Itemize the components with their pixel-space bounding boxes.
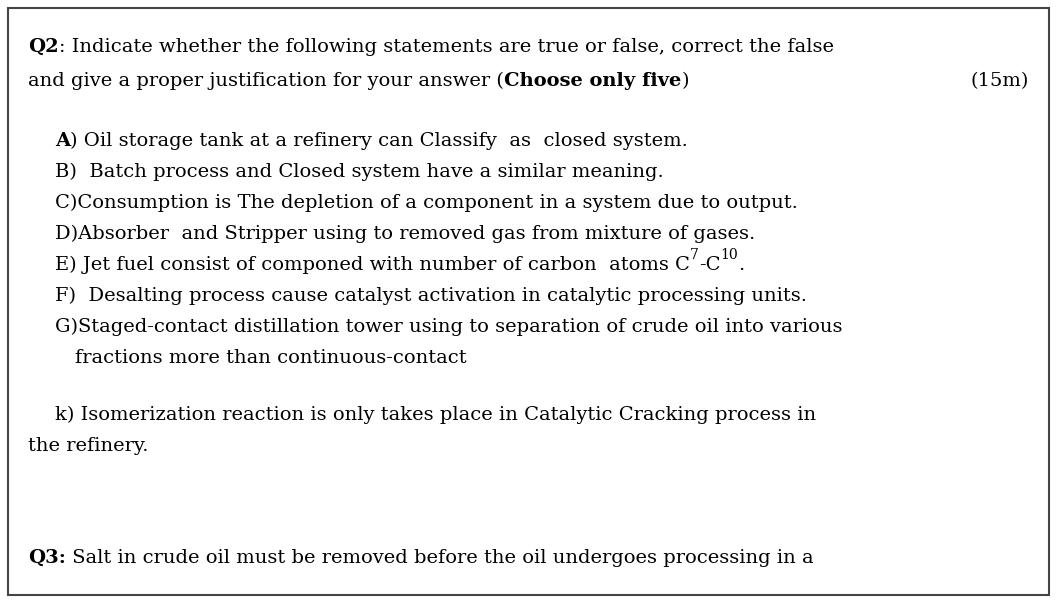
Text: Q3:: Q3: bbox=[27, 549, 66, 567]
Text: k) Isomerization reaction is only takes place in Catalytic Cracking process in: k) Isomerization reaction is only takes … bbox=[55, 406, 816, 425]
Text: E) Jet fuel consist of componed with number of carbon  atoms: E) Jet fuel consist of componed with num… bbox=[55, 256, 675, 274]
Text: D)Absorber  and Stripper using to removed gas from mixture of gases.: D)Absorber and Stripper using to removed… bbox=[55, 225, 756, 243]
Text: 10: 10 bbox=[721, 248, 738, 262]
Text: G)Staged-contact distillation tower using to separation of crude oil into variou: G)Staged-contact distillation tower usin… bbox=[55, 318, 842, 336]
Text: 7: 7 bbox=[690, 248, 699, 262]
Text: Salt in crude oil must be removed before the oil undergoes processing in a: Salt in crude oil must be removed before… bbox=[66, 549, 814, 567]
Text: F)  Desalting process cause catalyst activation in catalytic processing units.: F) Desalting process cause catalyst acti… bbox=[55, 287, 806, 305]
Text: Choose only five: Choose only five bbox=[504, 72, 682, 90]
Text: C: C bbox=[675, 256, 690, 274]
Text: B)  Batch process and Closed system have a similar meaning.: B) Batch process and Closed system have … bbox=[55, 163, 664, 182]
Text: fractions more than continuous-contact: fractions more than continuous-contact bbox=[75, 349, 466, 367]
Text: A: A bbox=[55, 132, 70, 150]
Text: and give a proper justification for your answer (: and give a proper justification for your… bbox=[27, 72, 504, 90]
Text: the refinery.: the refinery. bbox=[27, 437, 148, 455]
Text: ) Oil storage tank at a refinery can Classify  as  closed system.: ) Oil storage tank at a refinery can Cla… bbox=[70, 132, 688, 150]
Text: C)Consumption is The depletion of a component in a system due to output.: C)Consumption is The depletion of a comp… bbox=[55, 194, 798, 212]
Text: .: . bbox=[738, 256, 744, 274]
Text: -C: -C bbox=[699, 256, 721, 274]
Text: Q2: Q2 bbox=[27, 38, 58, 56]
Text: ): ) bbox=[682, 72, 689, 90]
Text: (15m): (15m) bbox=[970, 72, 1030, 90]
Text: : Indicate whether the following statements are true or false, correct the false: : Indicate whether the following stateme… bbox=[58, 38, 834, 56]
